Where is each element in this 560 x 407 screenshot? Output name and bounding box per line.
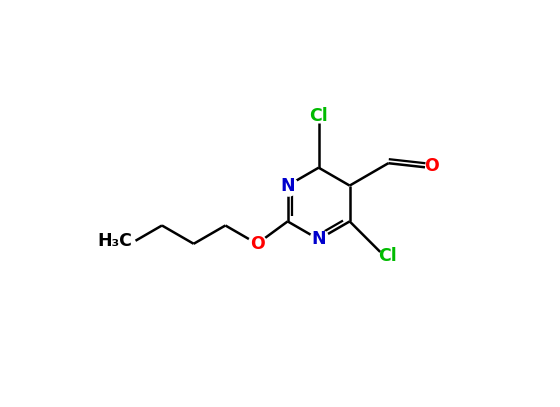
- Text: O: O: [250, 235, 264, 253]
- Text: H₃C: H₃C: [97, 232, 132, 250]
- Text: N: N: [311, 230, 326, 248]
- Text: O: O: [424, 158, 438, 175]
- Text: Cl: Cl: [309, 107, 328, 125]
- Text: Cl: Cl: [378, 247, 397, 265]
- Text: N: N: [281, 177, 295, 195]
